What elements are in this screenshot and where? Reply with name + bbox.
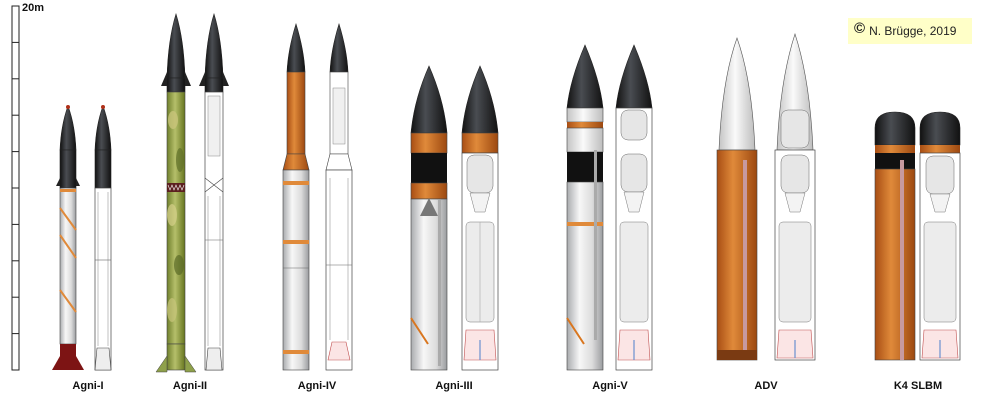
scale-bar xyxy=(11,5,20,371)
agni-iv-exterior xyxy=(282,22,310,371)
k4-slbm-cutaway xyxy=(919,111,961,361)
agni-ii-cutaway xyxy=(199,12,229,371)
caption-agni-iii: Agni-III xyxy=(435,380,473,392)
agni-v-exterior xyxy=(566,44,604,371)
caption-agni-ii: Agni-II xyxy=(172,380,208,392)
caption-k4-slbm: K4 SLBM xyxy=(893,380,943,392)
k4-slbm-exterior xyxy=(874,111,916,361)
caption-agni-i: Agni-I xyxy=(72,380,104,392)
credit-text: N. Brügge, 2019 xyxy=(869,24,957,38)
agni-v-cutaway xyxy=(615,44,653,371)
agni-ii-exterior xyxy=(155,12,197,373)
credit-box: © N. Brügge, 2019 xyxy=(848,18,972,44)
adv-cutaway xyxy=(774,33,816,361)
adv-exterior xyxy=(716,37,758,361)
agni-i-cutaway xyxy=(94,105,112,371)
caption-agni-iv: Agni-IV xyxy=(297,380,337,392)
agni-iii-exterior xyxy=(410,65,448,371)
caption-adv: ADV xyxy=(754,380,778,392)
caption-agni-v: Agni-V xyxy=(592,380,628,392)
agni-iii-cutaway xyxy=(461,65,499,371)
copyright-icon: © xyxy=(854,19,866,37)
agni-iv-cutaway xyxy=(325,22,353,371)
agni-i-exterior xyxy=(52,105,84,370)
scale-label: 20m xyxy=(22,2,45,14)
scale-ticks xyxy=(12,5,19,371)
